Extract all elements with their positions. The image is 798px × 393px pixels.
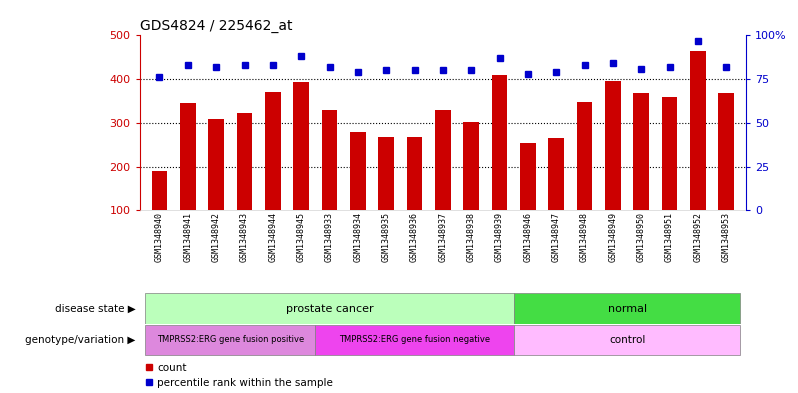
Bar xyxy=(145,325,315,355)
Text: GSM1348936: GSM1348936 xyxy=(410,212,419,262)
Text: prostate cancer: prostate cancer xyxy=(286,303,373,314)
Bar xyxy=(605,81,621,210)
Text: TMPRSS2:ERG gene fusion negative: TMPRSS2:ERG gene fusion negative xyxy=(339,336,490,344)
Bar xyxy=(208,119,224,210)
Text: GSM1348949: GSM1348949 xyxy=(608,212,618,262)
Text: TMPRSS2:ERG gene fusion positive: TMPRSS2:ERG gene fusion positive xyxy=(156,336,304,344)
Bar xyxy=(520,143,535,210)
Text: disease state ▶: disease state ▶ xyxy=(55,303,136,314)
Text: GSM1348933: GSM1348933 xyxy=(325,212,334,262)
Bar xyxy=(350,132,365,210)
Text: genotype/variation ▶: genotype/variation ▶ xyxy=(26,335,136,345)
Bar xyxy=(634,93,649,210)
Text: GSM1348947: GSM1348947 xyxy=(551,212,561,262)
Bar xyxy=(180,103,196,210)
Text: GSM1348950: GSM1348950 xyxy=(637,212,646,262)
Text: GSM1348934: GSM1348934 xyxy=(354,212,362,262)
Bar xyxy=(718,93,734,210)
Bar xyxy=(152,171,168,210)
Text: normal: normal xyxy=(607,303,646,314)
Text: GSM1348937: GSM1348937 xyxy=(438,212,448,262)
Text: GSM1348952: GSM1348952 xyxy=(693,212,702,262)
Bar xyxy=(690,51,705,210)
Text: GSM1348939: GSM1348939 xyxy=(495,212,504,262)
Text: GDS4824 / 225462_at: GDS4824 / 225462_at xyxy=(140,19,292,33)
Bar xyxy=(662,97,678,210)
Bar xyxy=(548,138,564,210)
Bar xyxy=(315,325,514,355)
Text: control: control xyxy=(609,335,646,345)
Text: GSM1348943: GSM1348943 xyxy=(240,212,249,262)
Bar xyxy=(407,137,422,210)
Text: GSM1348941: GSM1348941 xyxy=(184,212,192,262)
Text: GSM1348942: GSM1348942 xyxy=(211,212,221,262)
Legend: count, percentile rank within the sample: count, percentile rank within the sample xyxy=(145,363,334,388)
Text: GSM1348944: GSM1348944 xyxy=(268,212,278,262)
Text: GSM1348946: GSM1348946 xyxy=(523,212,532,262)
Bar xyxy=(294,82,309,210)
Bar xyxy=(514,294,741,323)
Bar xyxy=(265,92,281,210)
Text: GSM1348951: GSM1348951 xyxy=(665,212,674,262)
Text: GSM1348953: GSM1348953 xyxy=(722,212,731,262)
Bar xyxy=(378,137,394,210)
Bar xyxy=(435,110,451,210)
Bar xyxy=(492,75,508,210)
Bar xyxy=(237,113,252,210)
Text: GSM1348935: GSM1348935 xyxy=(381,212,391,262)
Bar xyxy=(577,102,592,210)
Bar xyxy=(514,325,741,355)
Bar xyxy=(322,110,338,210)
Bar xyxy=(464,121,479,210)
Text: GSM1348948: GSM1348948 xyxy=(580,212,589,262)
Text: GSM1348940: GSM1348940 xyxy=(155,212,164,262)
Text: GSM1348938: GSM1348938 xyxy=(467,212,476,262)
Text: GSM1348945: GSM1348945 xyxy=(297,212,306,262)
Bar xyxy=(145,294,514,323)
